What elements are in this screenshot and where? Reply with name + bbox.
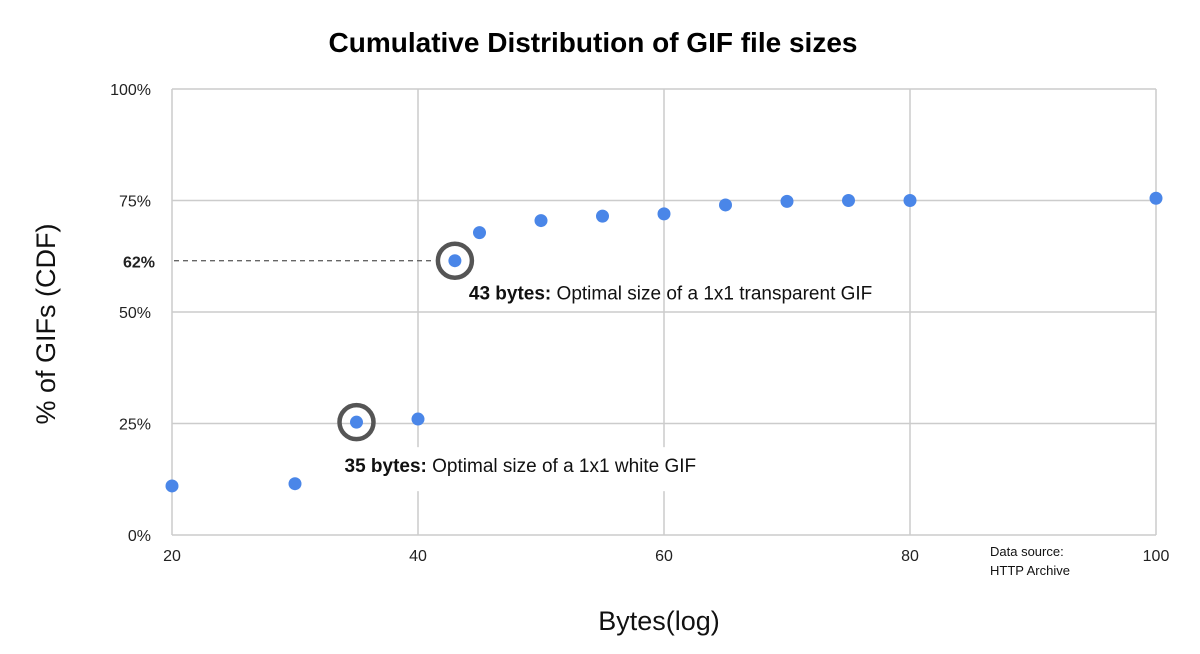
data-point [842,194,855,207]
x-tick-label: 20 [163,548,181,565]
data-point [780,194,794,208]
x-tick-label: 80 [901,548,919,565]
y-axis-title: % of GIFs (CDF) [31,224,61,425]
annotation-bold: 43 bytes: [469,284,551,305]
annotation-label-background [340,447,781,492]
data-points [165,191,1163,493]
data-point [1149,191,1163,205]
x-tick-label: 40 [409,548,427,565]
data-point [596,209,609,223]
y-tick-label: 100% [110,82,151,99]
annotation-text: 35 bytes: Optimal size of a 1x1 white GI… [345,456,697,477]
y-axis-ticks: 0% 25% 50% 75% 100% [110,82,151,545]
y-tick-label: 25% [119,417,151,434]
x-axis-ticks: 20 40 60 80 100 [163,548,1169,565]
y-tick-label: 0% [128,528,151,545]
x-axis-title: Bytes(log) [598,606,720,636]
y-tick-label: 50% [119,305,151,322]
annotations: 62% 43 bytes: Optimal size of a 1x1 trans… [123,241,872,477]
data-point [448,254,462,268]
x-tick-label: 60 [655,548,673,565]
y-tick-label: 75% [119,194,151,211]
annotation-bold: 35 bytes: [345,456,427,477]
data-point [288,477,302,491]
data-point [534,214,548,228]
chart-title: Cumulative Distribution of GIF file size… [329,27,858,58]
data-point [473,226,486,240]
data-point [903,194,917,207]
annotation-description: Optimal size of a 1x1 transparent GIF [551,284,872,305]
data-point [657,207,671,221]
data-point [165,479,179,493]
source-note-line-1: Data source: [990,544,1064,559]
reference-value-label: 62% [123,255,155,272]
source-note-line-2: HTTP Archive [990,563,1070,578]
highlight-ring [337,402,376,442]
data-point [350,415,363,429]
data-point [719,198,732,212]
x-tick-label: 100 [1143,548,1170,565]
annotation-text: 43 bytes: Optimal size of a 1x1 transpar… [469,284,872,305]
gridlines [171,88,1157,536]
highlight-ring [435,241,475,280]
data-point [411,412,425,426]
annotation-description: Optimal size of a 1x1 white GIF [427,456,696,477]
